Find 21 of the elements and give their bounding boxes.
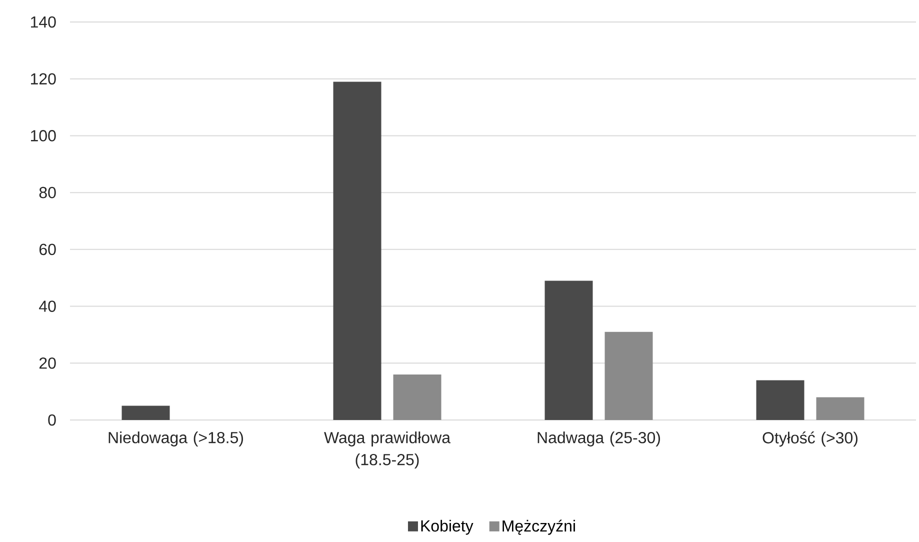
y-tick-label: 40 [39, 300, 56, 312]
bar [756, 380, 804, 420]
bar [604, 332, 653, 420]
bar [544, 280, 593, 420]
y-tick-label: 100 [31, 130, 56, 142]
y-tick-label: 20 [39, 357, 56, 369]
x-tick-label: Waga prawidłowa (18.5-25) [324, 432, 451, 468]
x-tick-label: Otyłość (>30) [762, 432, 858, 447]
legend-label: Kobiety [421, 520, 474, 535]
x-tick-label: Nadwaga (25-30) [538, 432, 660, 446]
y-tick-label: 120 [31, 73, 56, 85]
y-tick-label: 80 [39, 186, 56, 198]
legend-label: Mężczyźni [502, 520, 575, 535]
y-tick-label: 140 [31, 16, 56, 28]
bar [122, 406, 170, 420]
bar [816, 397, 864, 420]
y-tick-label: 60 [39, 244, 56, 256]
bar [333, 82, 382, 420]
y-tick-label: 0 [48, 414, 56, 426]
bar [393, 374, 442, 420]
x-tick-label: Niedowaga (>18.5) [108, 432, 243, 446]
